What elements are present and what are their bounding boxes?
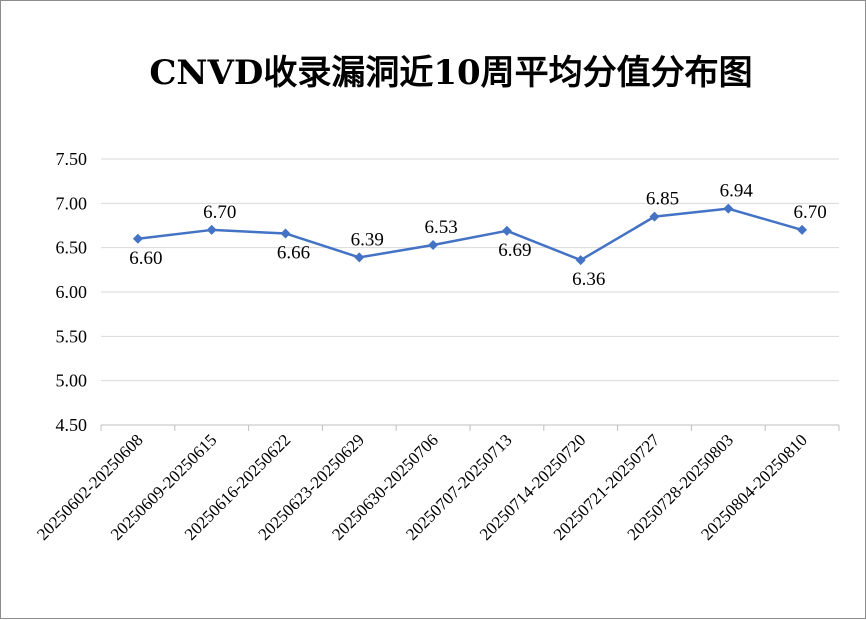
data-labels: 6.60 6.70 6.66 6.39 6.53 6.69 6.36 6.85 6.94 6.70 (129, 181, 826, 290)
data-point-marker (206, 224, 217, 235)
data-label: 6.60 (129, 248, 162, 269)
data-label: 6.39 (351, 229, 384, 250)
y-tick-label: 7.50 (56, 149, 88, 169)
data-point-marker (575, 255, 586, 266)
data-label: 6.85 (646, 189, 679, 210)
data-point-marker (132, 233, 143, 244)
y-tick-label: 6.00 (56, 282, 88, 302)
data-label: 6.70 (793, 202, 826, 223)
data-point-marker (649, 211, 660, 222)
series-line (137, 207, 803, 262)
gridlines (101, 158, 839, 426)
data-point-marker (723, 203, 734, 214)
data-label: 6.53 (424, 217, 457, 238)
y-axis-ticks: 4.50 5.00 5.50 6.00 6.50 7.00 7.50 (56, 149, 88, 435)
x-axis (100, 424, 840, 431)
data-label: 6.70 (203, 202, 236, 223)
series-average-score (132, 203, 808, 266)
chart-title: CNVD收录漏洞近10周平均分值分布图 (149, 53, 752, 93)
y-tick-label: 4.50 (56, 415, 88, 435)
x-axis-ticks: 20250602-2025060820250609-20250615202506… (33, 430, 811, 544)
data-point-marker (354, 252, 365, 263)
y-tick-label: 5.50 (56, 326, 88, 346)
y-tick-label: 5.00 (56, 371, 88, 391)
data-point-marker (797, 224, 808, 235)
data-point-marker (501, 225, 512, 236)
data-label: 6.66 (277, 242, 310, 263)
data-point-marker (280, 228, 291, 239)
data-point-marker (428, 240, 439, 251)
y-tick-label: 6.50 (56, 238, 88, 258)
data-label: 6.94 (720, 181, 754, 202)
data-label: 6.69 (498, 240, 531, 261)
data-label: 6.36 (572, 269, 605, 290)
y-tick-label: 7.00 (56, 193, 88, 213)
